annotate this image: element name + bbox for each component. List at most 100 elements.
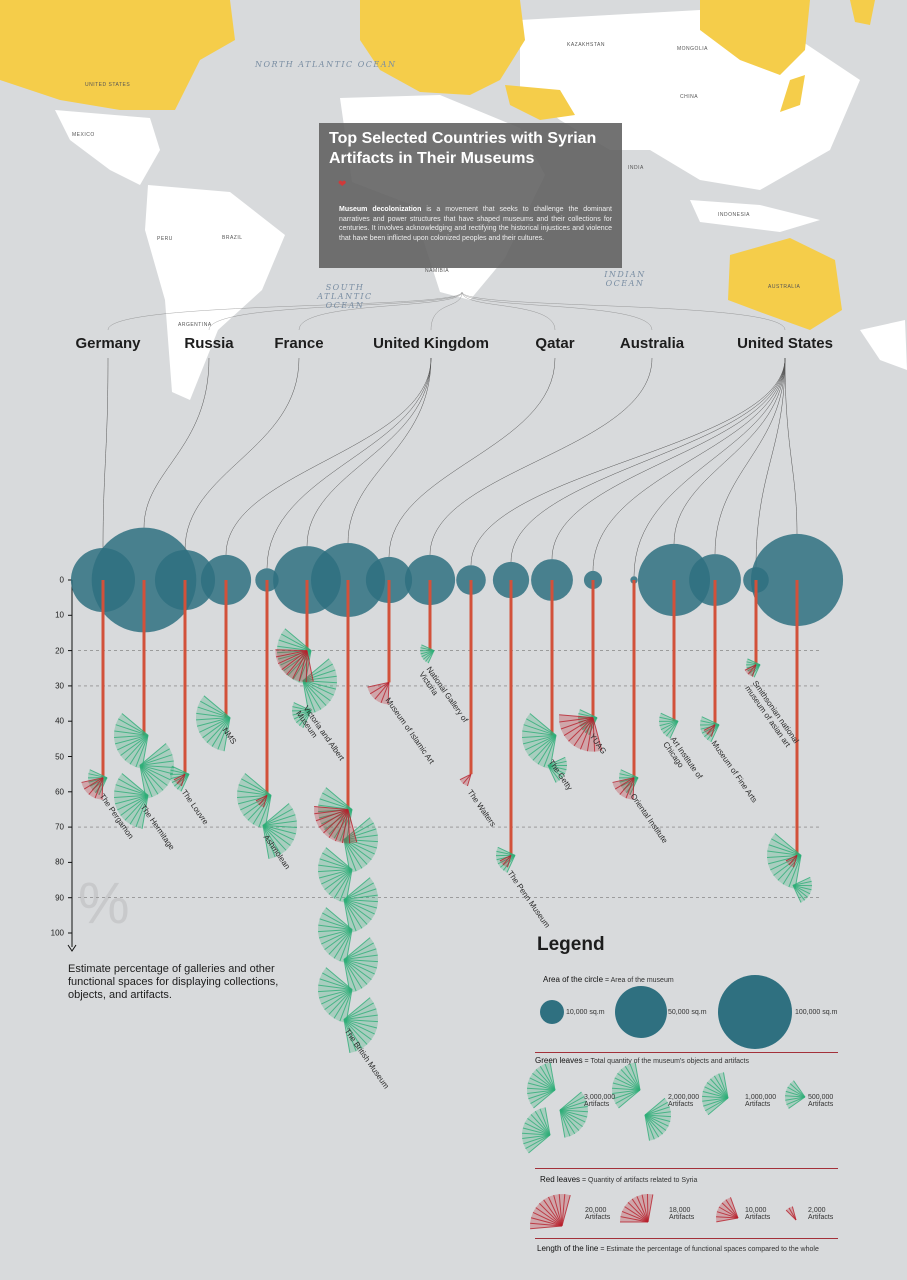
green-leaf-vein (200, 700, 231, 719)
green-leaf-vein (124, 734, 149, 761)
legend-green-leaf-vein (613, 1089, 641, 1100)
red-leaf (785, 854, 798, 868)
green-leaf-vein (701, 724, 720, 734)
legend-green-leaf-vein (559, 1109, 571, 1137)
legend-green-leaf-vein (785, 1095, 806, 1098)
green-leaf-vein (659, 716, 679, 722)
green-leaf-vein (547, 764, 567, 771)
red-leaf-vein (560, 717, 594, 730)
legend-green-leaf-vein (786, 1096, 806, 1106)
green-leaf-vein (114, 734, 149, 745)
legend-circle-small-label: 10,000 sq.m (566, 1009, 605, 1016)
green-leaf-vein (117, 794, 149, 811)
legend-green-leaf-vein (644, 1106, 670, 1116)
green-leaf-vein (302, 680, 322, 710)
legend-green-500k: 500,000 Artifacts (808, 1094, 834, 1108)
country-label: Australia (619, 335, 685, 352)
green-leaf-vein (526, 718, 557, 736)
green-leaf-vein (262, 824, 287, 851)
green-leaf-vein (139, 764, 174, 775)
green-leaf-vein (343, 1002, 374, 1020)
connector-line (784, 357, 798, 534)
tick-label: 50 (55, 752, 64, 761)
green-leaf-vein (302, 680, 337, 690)
green-leaf-vein (746, 661, 761, 666)
green-leaf-vein (343, 997, 371, 1020)
legend-green-leaf-vein (527, 1089, 556, 1095)
title-panel: Top Selected Countries with Syrian Artif… (319, 123, 622, 268)
flow-line (461, 291, 653, 331)
green-leaf-vein (619, 777, 639, 783)
legend-green-leaf-vein (629, 1063, 641, 1091)
legend-green-leaf-vein (535, 1069, 556, 1091)
green-leaf-vein (202, 717, 231, 739)
red-leaf-vein (341, 809, 349, 844)
red-leaf-vein (612, 777, 635, 783)
red-leaf-vein (369, 681, 390, 695)
legend-green-leaf-vein (559, 1091, 582, 1111)
legend-red-leaf-vein (624, 1206, 649, 1223)
green-leaf-vein (343, 898, 375, 915)
legend-green-leaf-vein (718, 1073, 729, 1099)
green-leaf-vein (700, 720, 720, 726)
green-leaf-vein (262, 824, 294, 841)
green-leaf (420, 644, 435, 664)
red-leaf-vein (619, 777, 635, 795)
green-leaf-vein (747, 658, 761, 666)
green-leaf-vein (328, 989, 353, 1015)
legend-green-leaf-vein (707, 1097, 729, 1116)
green-leaf-vein (549, 735, 557, 769)
green-leaf-vein (318, 804, 353, 810)
green-leaf-vein (782, 855, 802, 885)
legend-green-leaf-vein (644, 1114, 671, 1123)
green-leaf-vein (343, 839, 372, 861)
green-leaf-vein (547, 760, 567, 766)
green-leaf-vein (425, 650, 435, 662)
red-leaf-vein (318, 809, 349, 828)
country-label: France (274, 335, 324, 352)
legend-green-leaf-vein (612, 1082, 641, 1091)
green-leaf-vein (792, 885, 802, 903)
green-leaf-vein (139, 764, 164, 791)
map-label: MEXICO (72, 132, 95, 138)
legend-green-leaf-vein (702, 1097, 729, 1102)
green-leaf-vein (343, 839, 363, 869)
legend-red-leaf-vein (627, 1202, 649, 1223)
green-leaf-vein (767, 850, 802, 856)
green-leaf-vein (121, 773, 149, 796)
red-leaf (612, 777, 635, 800)
tick-label: 80 (55, 857, 64, 867)
legend-circle (615, 986, 667, 1038)
green-leaf (343, 997, 379, 1054)
red-leaf-vein (592, 717, 603, 751)
green-leaf-vein (129, 795, 149, 825)
connector-line (306, 357, 432, 547)
green-leaf-vein (325, 907, 353, 930)
legend-green-leaf-vein (559, 1109, 583, 1128)
green-leaf-vein (124, 794, 149, 821)
flow-line (461, 291, 786, 331)
green-leaf-vein (114, 790, 149, 796)
legend-red-leaf-vein (718, 1206, 739, 1219)
tick-label: 100 (50, 928, 64, 938)
red-leaf-vein (462, 773, 472, 784)
green-leaf-vein (343, 1008, 377, 1020)
red-leaf-wedge (81, 777, 103, 800)
green-leaf-vein (343, 958, 378, 963)
legend-green-leaf-vein (532, 1072, 556, 1091)
green-leaf-vein (302, 680, 310, 715)
legend-circle (718, 975, 792, 1049)
axis-note: Estimate percentage of galleries and oth… (68, 963, 279, 1001)
legend-green-leaf-vein (644, 1097, 666, 1116)
green-leaf-vein (88, 773, 108, 779)
legend-green-leaf-vein (644, 1114, 664, 1135)
green-leaf-vein (578, 713, 598, 719)
red-leaf-vein (88, 777, 104, 795)
legend-green-leaf-vein (709, 1078, 729, 1099)
red-leaf-vein (592, 717, 596, 752)
country-label: Russia (184, 335, 234, 352)
legend-red-leaf-vein (561, 1194, 566, 1227)
green-leaf-vein (343, 959, 363, 989)
red-leaf-vein (81, 777, 104, 783)
